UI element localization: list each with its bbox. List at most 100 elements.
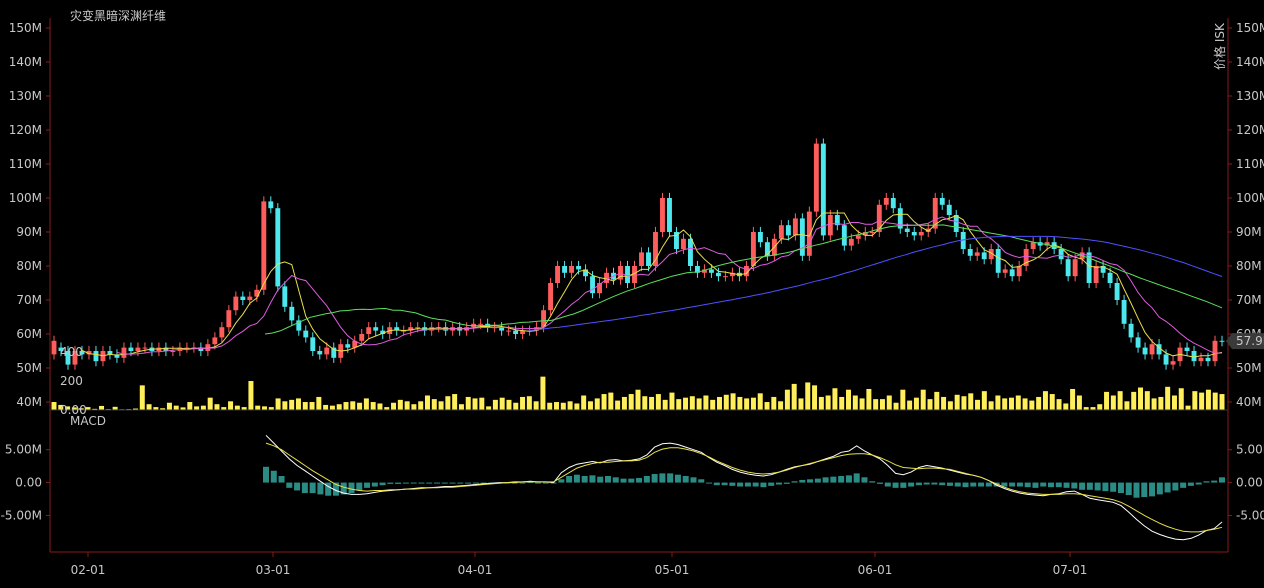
macd-hist-bar bbox=[581, 476, 588, 483]
volume-bar bbox=[411, 404, 417, 410]
candle-body bbox=[841, 225, 847, 246]
ma20-line bbox=[264, 224, 1223, 335]
volume-bar bbox=[377, 403, 383, 410]
macd-hist-bar bbox=[527, 481, 534, 483]
candle-body bbox=[855, 235, 861, 239]
candle-body bbox=[708, 269, 714, 273]
x-tick-label: 06-01 bbox=[858, 563, 893, 577]
volume-bar bbox=[587, 401, 593, 410]
candle-body bbox=[408, 327, 414, 331]
candle-body bbox=[135, 347, 141, 351]
candle-body bbox=[1044, 242, 1050, 246]
volume-bar bbox=[241, 407, 247, 410]
candle-body bbox=[681, 238, 686, 249]
macd-hist-bar bbox=[340, 482, 347, 495]
candle-body bbox=[660, 198, 665, 232]
macd-hist-bar bbox=[1219, 477, 1225, 483]
candle-body bbox=[869, 232, 875, 233]
macd-hist-bar bbox=[465, 482, 472, 484]
volume-bar bbox=[1178, 388, 1184, 410]
macd-hist-bar bbox=[946, 482, 953, 486]
macd-hist-bar bbox=[1180, 482, 1187, 488]
macd-hist-bar bbox=[620, 478, 627, 483]
price-tick-left: 130M bbox=[9, 89, 42, 103]
candle-body bbox=[366, 327, 372, 334]
volume-bar bbox=[866, 388, 872, 410]
volume-bar bbox=[852, 395, 858, 410]
candle-body bbox=[170, 351, 176, 352]
macd-hist-bar bbox=[589, 475, 596, 483]
candle-body bbox=[890, 198, 896, 209]
macd-hist-bar bbox=[441, 482, 448, 484]
volume-bar bbox=[166, 402, 172, 410]
candle-body bbox=[583, 269, 588, 277]
macd-tick-right: 0.00 bbox=[1236, 476, 1263, 490]
macd-hist-bar bbox=[558, 479, 565, 483]
volume-bar bbox=[832, 388, 838, 410]
candle-body bbox=[1198, 357, 1204, 362]
candle-body bbox=[121, 347, 127, 358]
price-tick-right: 50M bbox=[1236, 361, 1262, 375]
price-tick-right: 70M bbox=[1236, 293, 1262, 307]
macd-hist-bar bbox=[1110, 482, 1117, 492]
macd-hist-bar bbox=[651, 474, 658, 483]
macd-hist-bar bbox=[698, 479, 705, 483]
candle-body bbox=[1121, 300, 1127, 324]
macd-hist-bar bbox=[667, 473, 674, 483]
volume-bar bbox=[85, 407, 91, 410]
candle-body bbox=[345, 344, 351, 348]
candle-body bbox=[254, 289, 260, 297]
candle-body bbox=[114, 354, 120, 358]
candle-body bbox=[911, 232, 917, 236]
candle-body bbox=[548, 283, 554, 311]
macd-hist-bar bbox=[869, 481, 876, 483]
candle-body bbox=[1009, 269, 1015, 277]
volume-bar bbox=[1097, 404, 1103, 410]
macd-hist-bar bbox=[278, 476, 285, 483]
candle-body bbox=[1205, 357, 1211, 362]
macd-hist-bar bbox=[387, 482, 394, 484]
volume-bar bbox=[1036, 396, 1042, 410]
candle-body bbox=[79, 351, 85, 355]
volume-bar bbox=[1049, 394, 1055, 410]
volume-bar bbox=[92, 408, 98, 410]
macd-hist-bar bbox=[1187, 482, 1194, 486]
macd-hist-bar bbox=[286, 482, 293, 488]
volume-bar bbox=[676, 399, 682, 410]
volume-bar bbox=[689, 396, 695, 410]
candle-body bbox=[834, 215, 840, 226]
candle-body bbox=[995, 249, 1001, 273]
volume-bar bbox=[750, 397, 756, 410]
candle-body bbox=[953, 215, 959, 232]
volume-bar bbox=[370, 402, 376, 410]
macd-hist-bar bbox=[799, 479, 806, 483]
volume-bar bbox=[1165, 386, 1171, 410]
macd-hist-bar bbox=[1024, 482, 1031, 488]
macd-hist-bar bbox=[1141, 482, 1148, 498]
candle-body bbox=[1142, 347, 1148, 355]
volume-bar bbox=[343, 402, 349, 410]
volume-bar bbox=[920, 389, 926, 410]
x-tick-label: 07-01 bbox=[1053, 563, 1088, 577]
volume-bar bbox=[1015, 395, 1021, 410]
candle-body bbox=[282, 286, 288, 307]
macd-hist-bar bbox=[449, 482, 456, 484]
candle-body bbox=[289, 306, 295, 321]
volume-bar bbox=[350, 401, 356, 410]
volume-tick: 400 bbox=[60, 345, 83, 359]
volume-bar bbox=[160, 408, 166, 410]
candle-body bbox=[205, 344, 211, 351]
macd-hist-bar bbox=[348, 482, 355, 494]
candle-body bbox=[394, 327, 400, 331]
candle-body bbox=[1023, 249, 1029, 266]
candle-body bbox=[520, 330, 526, 334]
macd-hist-bar bbox=[1055, 482, 1062, 488]
candle-body bbox=[247, 296, 253, 300]
volume-bar bbox=[1212, 392, 1218, 410]
volume-bar bbox=[1002, 398, 1008, 410]
price-tick-right: 130M bbox=[1236, 89, 1264, 103]
candle-body bbox=[1114, 283, 1120, 300]
candle-body bbox=[1212, 340, 1218, 362]
last-price-value: 57.9M bbox=[1236, 334, 1264, 348]
